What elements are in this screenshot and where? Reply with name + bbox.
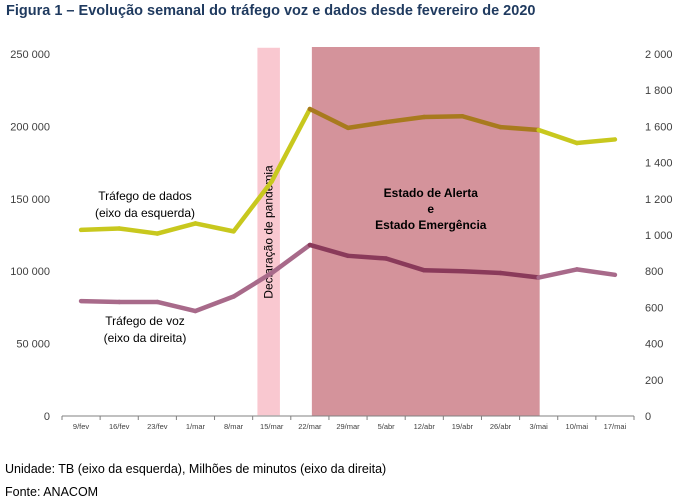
x-tick-label: 29/mar [336, 422, 360, 431]
series-segment-voz [155, 299, 198, 314]
x-tick-label: 8/mar [224, 422, 244, 431]
series-segment-voz [383, 256, 427, 273]
x-tick-label: 1/mar [186, 422, 206, 431]
series-segment-voz [269, 242, 313, 276]
series-segment-dados [78, 226, 122, 233]
chart-bands: Declaração de pandemia Estado de Alerta eE… [255, 46, 540, 417]
y-left-tick-label: 150 000 [10, 194, 50, 206]
unit-note: Unidade: TB (eixo da esquerda), Milhões … [5, 462, 387, 476]
series-segment-dados [116, 226, 160, 236]
series-segment-voz [193, 294, 236, 314]
page-title: Figura 1 – Evolução semanal do tráfego v… [6, 3, 536, 19]
series-segment-voz [307, 242, 351, 259]
y-right-tick-label: 800 [645, 266, 663, 278]
x-tick-label: 26/abr [490, 422, 512, 431]
x-tick-label: 15/mar [260, 422, 284, 431]
series-segment-dados [536, 127, 580, 146]
series-segment-dados [460, 114, 503, 130]
source-note: Fonte: ANACOM [5, 485, 99, 499]
x-tick-label: 22/mar [298, 422, 322, 431]
y-right-tick-label: 0 [645, 411, 651, 423]
series-segment-voz [422, 268, 465, 274]
series-segment-dados [269, 106, 313, 184]
x-tick-label: 19/abr [452, 422, 474, 431]
y-left-tick-label: 200 000 [10, 121, 50, 133]
x-tick-label: 16/fev [109, 422, 130, 431]
x-tick-label: 12/abr [414, 422, 436, 431]
series-segment-voz [460, 268, 503, 276]
series-segment-dados [574, 137, 618, 146]
y-right-tick-label: 2 000 [645, 49, 673, 61]
y-right-tick-label: 600 [645, 302, 663, 314]
chart-labels: Tráfego de dados (eixo da esquerda) Tráfeg… [95, 189, 195, 345]
band-state-label-line: Estado de Alerta [384, 186, 479, 200]
series-label-dados: Tráfego de dados [98, 189, 192, 203]
x-tick-label: 17/mai [604, 422, 627, 431]
x-tick-label: 23/fev [147, 422, 168, 431]
x-tick-label: 3/mai [529, 422, 548, 431]
series-segment-dados [307, 106, 351, 131]
y-right-tick-label: 1 200 [645, 194, 673, 206]
series-segment-dados [498, 124, 541, 133]
band-pandemic [255, 46, 282, 417]
series-segment-voz [231, 270, 274, 299]
series-segment-voz [498, 270, 541, 280]
band-pandemic-label: Declaração de pandemia [262, 165, 276, 299]
band-state-of-emergency [311, 47, 540, 416]
y-left-tick-label: 100 000 [10, 266, 50, 278]
y-right-tick-label: 400 [645, 339, 663, 351]
y-left-tick-label: 250 000 [10, 49, 50, 61]
band-state-label-line: e [427, 202, 434, 216]
series-segment-voz [345, 253, 389, 261]
y-left-tick-label: 0 [44, 411, 50, 423]
series-segment-voz [536, 267, 580, 280]
y-right-tick-label: 1 600 [645, 121, 673, 133]
y-right-tick-label: 200 [645, 375, 663, 387]
y-left-tick-label: 50 000 [16, 339, 50, 351]
x-tick-label: 5/abr [378, 422, 396, 431]
series-segment-dados [193, 221, 236, 234]
series-segment-dados [231, 179, 274, 234]
series-label-voz: Tráfego de voz [105, 314, 185, 328]
series-segment-voz [78, 298, 122, 305]
series-segment-dados [345, 119, 389, 131]
chart-axes: 9/fev 16/fev 23/fev 1/mar 8/mar 15/mar 22/mar 2… [10, 49, 672, 431]
y-right-tick-label: 1 800 [645, 85, 673, 97]
x-tick-label: 9/fev [73, 422, 90, 431]
band-state-label-line: Estado Emergência [375, 218, 487, 232]
series-segment-dados [422, 114, 465, 120]
y-right-tick-label: 1 000 [645, 230, 673, 242]
y-right-tick-label: 1 400 [645, 158, 673, 170]
series-segment-dados [383, 114, 427, 125]
series-label-dados: (eixo da esquerda) [95, 206, 195, 220]
chart-lines [78, 106, 618, 314]
series-segment-dados [155, 221, 198, 236]
traffic-chart: Declaração de pandemia Estado de Alerta eE… [10, 46, 673, 431]
series-label-voz: (eixo da direita) [104, 331, 187, 345]
x-tick-label: 10/mai [566, 422, 589, 431]
series-segment-voz [574, 267, 618, 278]
